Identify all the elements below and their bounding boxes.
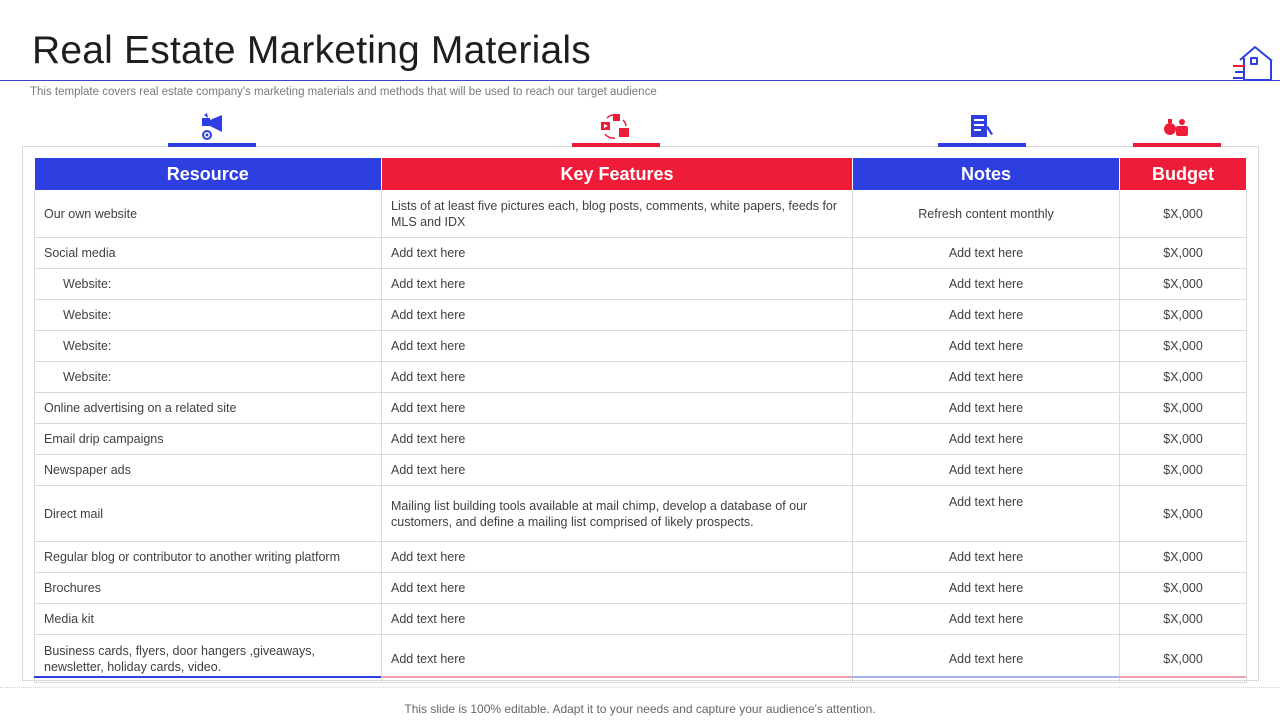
notes-cell: Add text here [852, 392, 1120, 424]
resource-cell: Email drip campaigns [34, 423, 382, 455]
budget-cell: $X,000 [1119, 603, 1247, 635]
resource-cell: Newspaper ads [34, 454, 382, 486]
house-icon [1233, 46, 1273, 81]
budget-cell: $X,000 [1119, 361, 1247, 393]
budget-cell: $X,000 [1119, 330, 1247, 362]
footer-note: This slide is 100% editable. Adapt it to… [404, 702, 876, 716]
table-row: Email drip campaigns Add text here Add t… [34, 423, 1247, 455]
resource-cell: Website: [34, 361, 382, 393]
features-cell: Add text here [381, 299, 853, 331]
resource-cell: Online advertising on a related site [34, 392, 382, 424]
table-row: Our own website Lists of at least five p… [34, 190, 1247, 238]
budget-cell: $X,000 [1119, 190, 1247, 238]
features-cell: Add text here [381, 572, 853, 604]
resource-cell: Direct mail [34, 485, 382, 542]
page-title: Real Estate Marketing Materials [32, 29, 591, 72]
table-row: Online advertising on a related site Add… [34, 392, 1247, 424]
notes-icon-bar [938, 143, 1026, 147]
notes-cell: Add text here [852, 454, 1120, 486]
features-cell: Lists of at least five pictures each, bl… [381, 190, 853, 238]
features-cell: Add text here [381, 237, 853, 269]
megaphone-like-icon [202, 113, 222, 140]
resource-cell: Brochures [34, 572, 382, 604]
table-row: Regular blog or contributor to another w… [34, 541, 1247, 573]
budget-cell: $X,000 [1119, 423, 1247, 455]
budget-cell: $X,000 [1119, 237, 1247, 269]
notes-cell: Add text here [852, 299, 1120, 331]
title-divider [0, 80, 1280, 81]
resource-cell: Media kit [34, 603, 382, 635]
notes-cell: Add text here [852, 237, 1120, 269]
table-bottom-accent-notes [852, 676, 1119, 678]
notes-cell: Add text here [852, 572, 1120, 604]
resource-cell: Website: [34, 299, 382, 331]
table-row: Website: Add text here Add text here $X,… [34, 268, 1247, 300]
features-cell: Add text here [381, 541, 853, 573]
resource-cell: Business cards, flyers, door hangers ,gi… [34, 634, 382, 683]
budget-cell: $X,000 [1119, 299, 1247, 331]
notes-cell: Add text here [852, 361, 1120, 393]
resource-cell: Website: [34, 330, 382, 362]
resource-icon-bar [168, 143, 256, 147]
features-cell: Add text here [381, 330, 853, 362]
features-cell: Add text here [381, 392, 853, 424]
table-row: Brochures Add text here Add text here $X… [34, 572, 1247, 604]
notes-cell: Add text here [852, 485, 1120, 542]
marketing-materials-table: Resource Key Features Notes Budget Our o… [34, 158, 1247, 683]
table-row: Newspaper ads Add text here Add text her… [34, 454, 1247, 486]
resource-cell: Our own website [34, 190, 382, 238]
money-bag-icon [1164, 119, 1188, 136]
budget-cell: $X,000 [1119, 541, 1247, 573]
budget-cell: $X,000 [1119, 392, 1247, 424]
budget-icon-bar [1133, 143, 1221, 147]
column-header-notes: Notes [852, 158, 1120, 190]
notes-cell: Refresh content monthly [852, 190, 1120, 238]
budget-cell: $X,000 [1119, 485, 1247, 542]
column-header-resource: Resource [34, 158, 382, 190]
features-cell: Add text here [381, 634, 853, 683]
notes-document-icon [971, 115, 993, 137]
column-header-key-features: Key Features [381, 158, 853, 190]
resource-cell: Regular blog or contributor to another w… [34, 541, 382, 573]
notes-cell: Add text here [852, 541, 1120, 573]
notes-cell: Add text here [852, 268, 1120, 300]
notes-cell: Add text here [852, 330, 1120, 362]
features-cell: Add text here [381, 361, 853, 393]
resource-cell: Social media [34, 237, 382, 269]
notes-cell: Add text here [852, 634, 1120, 683]
table-bottom-accent-budget [1119, 676, 1246, 678]
key-features-icon-bar [572, 143, 660, 147]
resource-cell: Website: [34, 268, 382, 300]
table-row: Media kit Add text here Add text here $X… [34, 603, 1247, 635]
budget-cell: $X,000 [1119, 454, 1247, 486]
features-cell: Add text here [381, 454, 853, 486]
table-row: Website: Add text here Add text here $X,… [34, 361, 1247, 393]
budget-cell: $X,000 [1119, 634, 1247, 683]
features-cell: Add text here [381, 268, 853, 300]
notes-cell: Add text here [852, 603, 1120, 635]
page-subtitle: This template covers real estate company… [30, 86, 657, 98]
footer-divider [0, 687, 1280, 689]
table-row: Direct mail Mailing list building tools … [34, 485, 1247, 542]
table-bottom-accent-features [381, 676, 852, 678]
table-row: Website: Add text here Add text here $X,… [34, 299, 1247, 331]
budget-cell: $X,000 [1119, 268, 1247, 300]
budget-cell: $X,000 [1119, 572, 1247, 604]
features-cell: Add text here [381, 603, 853, 635]
column-header-budget: Budget [1119, 158, 1247, 190]
features-cell: Mailing list building tools available at… [381, 485, 853, 542]
table-row: Business cards, flyers, door hangers ,gi… [34, 634, 1247, 683]
notes-cell: Add text here [852, 423, 1120, 455]
features-cell: Add text here [381, 423, 853, 455]
table-row: Social media Add text here Add text here… [34, 237, 1247, 269]
table-bottom-accent-resource [34, 676, 381, 678]
cycle-icon [601, 114, 629, 139]
table-row: Website: Add text here Add text here $X,… [34, 330, 1247, 362]
